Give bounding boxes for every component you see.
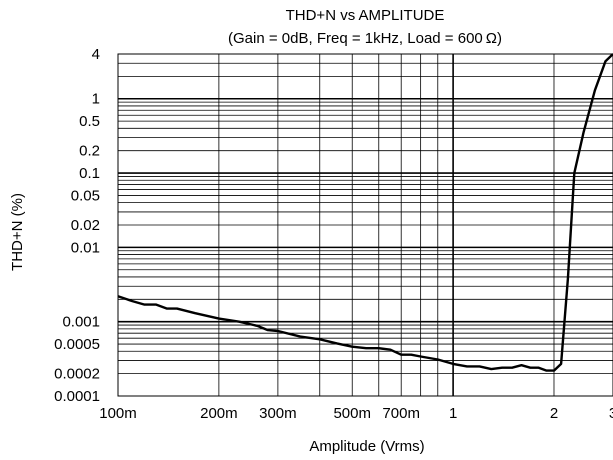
y-tick-label: 1 <box>92 91 100 108</box>
tick-labels: 100m 200m 300m 500m 700m 1 2 3 4 1 0.5 0.2 0.1 0.05 0.… <box>54 46 613 422</box>
y-tick-label: 0.2 <box>79 143 100 160</box>
x-tick-label: 3 <box>609 405 613 422</box>
y-tick-label: 0.0001 <box>54 388 100 405</box>
chart-title: THD+N vs AMPLITUDE <box>286 7 445 24</box>
x-tick-label: 500m <box>333 405 371 422</box>
x-tick-label: 1 <box>449 405 457 422</box>
x-tick-label: 100m <box>99 405 137 422</box>
y-tick-label: 0.02 <box>71 217 100 234</box>
y-axis-label: THD+N (%) <box>9 193 26 271</box>
x-tick-label: 200m <box>200 405 238 422</box>
y-tick-label: 0.05 <box>71 187 100 204</box>
x-axis-label: Amplitude (Vrms) <box>309 438 424 455</box>
series-layer <box>117 53 613 372</box>
y-tick-label: 4 <box>92 46 100 63</box>
x-tick-label: 300m <box>259 405 297 422</box>
y-tick-label: 0.001 <box>62 314 100 331</box>
x-tick-label: 2 <box>550 405 558 422</box>
plot-area-frame <box>117 53 613 397</box>
x-tick-label: 700m <box>382 405 420 422</box>
series-line <box>117 53 613 372</box>
grid <box>118 54 613 396</box>
y-tick-label: 0.01 <box>71 239 100 256</box>
y-tick-label: 0.0005 <box>54 336 100 353</box>
y-tick-label: 0.5 <box>79 113 100 130</box>
y-tick-label: 0.1 <box>79 165 100 182</box>
chart-subtitle: (Gain = 0dB, Freq = 1kHz, Load = 600 Ω) <box>228 30 502 47</box>
y-tick-label: 0.0002 <box>54 366 100 383</box>
